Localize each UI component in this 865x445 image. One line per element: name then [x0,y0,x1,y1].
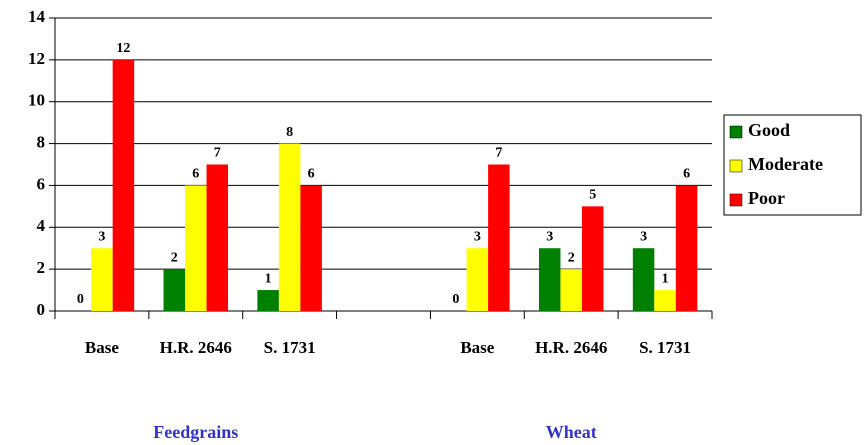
legend-swatch [729,193,743,207]
y-tick-label: 14 [28,7,46,26]
bar [257,290,279,311]
bar [185,185,207,311]
x-tick-label: Base [84,338,119,357]
y-tick-label: 2 [37,258,46,277]
data-label: 1 [265,271,272,286]
data-label: 8 [286,125,293,140]
bar [206,164,229,311]
x-tick-label: H.R. 2646 [535,338,608,357]
data-label: 0 [452,292,459,307]
x-tick-label: Base [460,338,495,357]
bar [112,59,135,311]
data-label: 12 [116,41,130,56]
bar [466,248,489,311]
bar [581,206,604,311]
y-tick-label: 8 [37,132,46,151]
bar [654,290,676,311]
x-tick-label: H.R. 2646 [159,338,232,357]
data-label: 7 [495,146,502,161]
bar [163,269,186,311]
data-label: 3 [640,229,647,244]
bar [632,248,655,311]
legend-label: Moderate [748,154,823,174]
group-label: Feedgrains [153,422,239,442]
legend-swatch [729,159,743,173]
data-label: 6 [192,167,199,182]
bar [560,269,582,311]
bar [278,143,301,311]
legend-swatch [729,125,743,139]
data-label: 6 [308,167,315,182]
bar [91,248,113,311]
y-tick-label: 6 [37,174,46,193]
data-label: 3 [546,229,553,244]
y-tick-label: 4 [37,216,46,235]
bar [300,185,322,311]
legend-label: Good [748,120,790,140]
group-label: Wheat [545,422,597,442]
y-tick-label: 0 [37,300,46,319]
data-label: 2 [568,250,575,265]
bar [538,248,561,311]
data-label: 3 [98,229,105,244]
x-tick-label: S. 1731 [639,338,692,357]
y-tick-label: 12 [28,49,45,68]
data-label: 5 [589,188,596,203]
legend-label: Poor [748,188,785,208]
bar [488,164,510,311]
data-label: 6 [683,167,690,182]
data-label: 2 [171,250,178,265]
y-tick-label: 10 [28,91,45,110]
data-label: 7 [214,146,221,161]
x-tick-label: S. 1731 [263,338,316,357]
legend-box [723,114,862,216]
bar [675,185,698,311]
data-label: 1 [662,271,669,286]
data-label: 0 [77,292,84,307]
data-label: 3 [474,229,481,244]
